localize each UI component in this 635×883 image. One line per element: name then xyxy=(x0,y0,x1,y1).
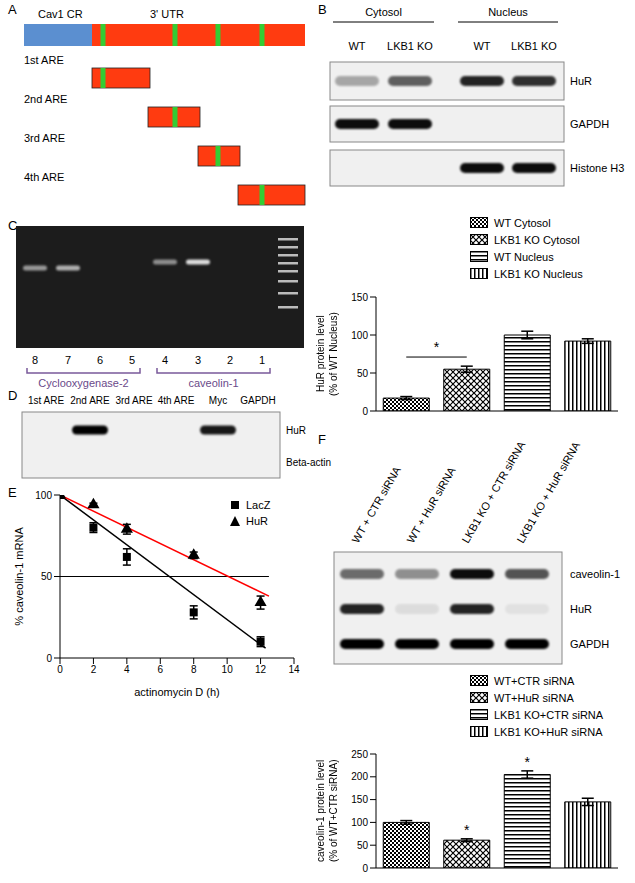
svg-text:Myc: Myc xyxy=(209,395,227,406)
svg-text:6: 6 xyxy=(97,354,103,366)
html-text:WT Cytosol: WT Cytosol xyxy=(494,216,551,229)
svg-text:250: 250 xyxy=(351,749,368,760)
svg-text:4: 4 xyxy=(162,354,168,366)
svg-text:10: 10 xyxy=(222,664,234,675)
svg-text:4th ARE: 4th ARE xyxy=(24,171,64,183)
svg-text:12: 12 xyxy=(255,664,267,675)
svg-text:100: 100 xyxy=(351,330,368,341)
svg-text:5: 5 xyxy=(129,354,135,366)
svg-text:2: 2 xyxy=(91,664,97,675)
svg-text:WT: WT xyxy=(473,40,490,52)
svg-text:6: 6 xyxy=(158,664,164,675)
svg-text:*: * xyxy=(464,822,470,838)
svg-text:2: 2 xyxy=(227,354,233,366)
svg-text:GAPDH: GAPDH xyxy=(570,118,609,130)
svg-text:Nucleus: Nucleus xyxy=(488,6,528,18)
svg-text:1st ARE: 1st ARE xyxy=(24,54,64,66)
svg-text:WT: WT xyxy=(348,40,365,52)
svg-text:100: 100 xyxy=(35,490,52,501)
html-text:HuR: HuR xyxy=(246,515,268,527)
svg-text:*: * xyxy=(525,754,531,770)
html-text:LKB1 KO+CTR siRNA: LKB1 KO+CTR siRNA xyxy=(494,708,604,721)
svg-text:150: 150 xyxy=(351,794,368,805)
svg-text:3rd ARE: 3rd ARE xyxy=(24,132,65,144)
svg-text:actinomycin D (h): actinomycin D (h) xyxy=(134,686,220,698)
svg-text:0: 0 xyxy=(46,653,52,664)
svg-text:Cav1 CR: Cav1 CR xyxy=(38,8,83,20)
svg-text:Histone H3: Histone H3 xyxy=(570,162,624,174)
svg-text:Cyclooxygenase-2: Cyclooxygenase-2 xyxy=(38,377,129,389)
svg-text:0: 0 xyxy=(57,664,63,675)
html-text:LacZ: LacZ xyxy=(246,499,271,511)
svg-text:3: 3 xyxy=(195,354,201,366)
svg-text:50: 50 xyxy=(41,571,53,582)
svg-text:LKB1 KO: LKB1 KO xyxy=(511,40,557,52)
html-text:WT Nucleus: WT Nucleus xyxy=(494,250,554,263)
svg-text:WT + CTR siRNA: WT + CTR siRNA xyxy=(349,464,403,545)
svg-text:2nd ARE: 2nd ARE xyxy=(24,93,67,105)
html-text:WT+CTR siRNA: WT+CTR siRNA xyxy=(494,674,575,687)
svg-text:8: 8 xyxy=(32,354,38,366)
html-text:F: F xyxy=(318,432,326,447)
svg-text:0: 0 xyxy=(362,863,368,874)
svg-text:Beta-actin: Beta-actin xyxy=(286,457,331,468)
svg-text:50: 50 xyxy=(357,368,369,379)
svg-text:caveolin-1: caveolin-1 xyxy=(188,377,238,389)
svg-text:50: 50 xyxy=(357,840,369,851)
svg-text:WT + HuR siRNA: WT + HuR siRNA xyxy=(404,464,458,545)
svg-text:3' UTR: 3' UTR xyxy=(150,8,184,20)
svg-text:LKB1 KO + HuR siRNA: LKB1 KO + HuR siRNA xyxy=(514,439,582,545)
svg-text:Cytosol: Cytosol xyxy=(365,6,402,18)
svg-text:8: 8 xyxy=(191,664,197,675)
html-text:A: A xyxy=(8,2,17,17)
html-text:(% of WT Nucleus): (% of WT Nucleus) xyxy=(328,312,339,396)
html-text:LKB1 KO Cytosol: LKB1 KO Cytosol xyxy=(494,233,580,246)
svg-text:% caveolin-1 mRNA: % caveolin-1 mRNA xyxy=(13,527,25,626)
html-text:E: E xyxy=(8,485,17,500)
svg-text:caveolin-1: caveolin-1 xyxy=(570,568,620,580)
svg-text:GAPDH: GAPDH xyxy=(240,395,276,406)
svg-text:4: 4 xyxy=(124,664,130,675)
svg-text:1st ARE: 1st ARE xyxy=(28,395,64,406)
svg-text:1: 1 xyxy=(259,354,265,366)
html-text:WT+HuR siRNA: WT+HuR siRNA xyxy=(494,691,574,704)
svg-text:100: 100 xyxy=(351,817,368,828)
svg-text:HuR: HuR xyxy=(570,75,592,87)
html-text:B: B xyxy=(318,2,327,17)
svg-text:HuR: HuR xyxy=(286,425,306,436)
html-text:caveolin-1 protein level: caveolin-1 protein level xyxy=(315,759,326,863)
svg-text:GAPDH: GAPDH xyxy=(570,638,609,650)
html-text:HuR protein level: HuR protein level xyxy=(315,315,326,393)
svg-text:HuR: HuR xyxy=(570,603,592,615)
svg-text:14: 14 xyxy=(288,664,300,675)
html-text:LKB1 KO Nucleus: LKB1 KO Nucleus xyxy=(494,267,583,280)
svg-text:LKB1 KO + CTR siRNA: LKB1 KO + CTR siRNA xyxy=(459,439,527,545)
svg-text:*: * xyxy=(434,339,440,355)
html-text:C: C xyxy=(8,218,18,233)
svg-text:150: 150 xyxy=(351,292,368,303)
svg-text:LKB1 KO: LKB1 KO xyxy=(387,40,433,52)
svg-text:3rd ARE: 3rd ARE xyxy=(115,395,153,406)
svg-text:2nd ARE: 2nd ARE xyxy=(70,395,110,406)
svg-text:4th ARE: 4th ARE xyxy=(158,395,195,406)
svg-text:200: 200 xyxy=(351,771,368,782)
html-text:(% of WT+CTR siRNA): (% of WT+CTR siRNA) xyxy=(328,759,339,863)
html-text:D: D xyxy=(8,388,18,403)
html-text:LKB1 KO+HuR siRNA: LKB1 KO+HuR siRNA xyxy=(494,725,603,738)
svg-text:0: 0 xyxy=(362,406,368,417)
svg-text:7: 7 xyxy=(65,354,71,366)
